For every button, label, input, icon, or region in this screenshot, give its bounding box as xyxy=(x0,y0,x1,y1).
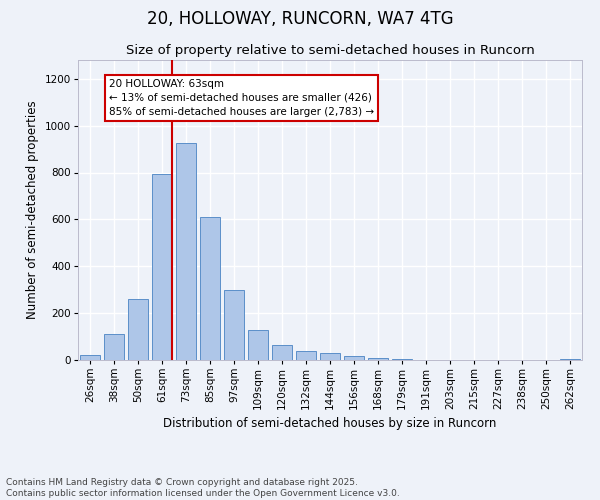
Bar xyxy=(368,358,388,360)
Title: Size of property relative to semi-detached houses in Runcorn: Size of property relative to semi-detach… xyxy=(125,44,535,58)
Bar xyxy=(104,334,124,360)
Text: 20 HOLLOWAY: 63sqm
← 13% of semi-detached houses are smaller (426)
85% of semi-d: 20 HOLLOWAY: 63sqm ← 13% of semi-detache… xyxy=(109,78,374,116)
Bar xyxy=(320,353,340,360)
Bar xyxy=(80,356,100,360)
X-axis label: Distribution of semi-detached houses by size in Runcorn: Distribution of semi-detached houses by … xyxy=(163,418,497,430)
Bar xyxy=(272,345,292,360)
Bar xyxy=(224,290,244,360)
Bar xyxy=(128,298,148,360)
Bar xyxy=(344,356,364,360)
Text: Contains HM Land Registry data © Crown copyright and database right 2025.
Contai: Contains HM Land Registry data © Crown c… xyxy=(6,478,400,498)
Y-axis label: Number of semi-detached properties: Number of semi-detached properties xyxy=(26,100,39,320)
Bar xyxy=(560,359,580,360)
Text: 20, HOLLOWAY, RUNCORN, WA7 4TG: 20, HOLLOWAY, RUNCORN, WA7 4TG xyxy=(146,10,454,28)
Bar xyxy=(152,174,172,360)
Bar xyxy=(296,352,316,360)
Bar xyxy=(200,217,220,360)
Bar xyxy=(248,330,268,360)
Bar xyxy=(176,142,196,360)
